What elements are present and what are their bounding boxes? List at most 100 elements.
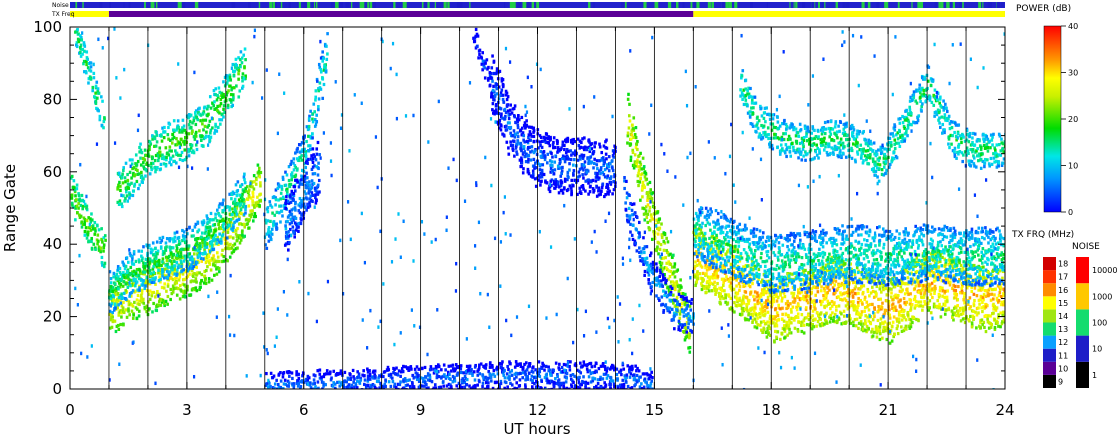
scatter-cell — [500, 79, 504, 83]
scatter-cell — [505, 103, 509, 107]
scatter-cell — [306, 389, 309, 392]
scatter-cell — [646, 203, 650, 207]
scatter-cell — [297, 229, 300, 233]
scatter-cell — [447, 382, 451, 387]
scatter-cell — [603, 160, 606, 164]
scatter-cell — [560, 169, 564, 173]
scatter-cell — [175, 281, 179, 285]
scatter-cell — [207, 280, 211, 284]
scatter-cell — [658, 247, 662, 251]
scatter-cell — [628, 102, 631, 106]
scatter-cell — [294, 202, 297, 206]
scatter-cell — [203, 274, 207, 278]
scatter-cell — [596, 175, 599, 179]
scatter-cell — [212, 254, 215, 258]
scatter-cell — [305, 186, 309, 190]
scatter-cell — [520, 144, 523, 148]
scatter-cell — [116, 292, 120, 296]
scatter-cell — [293, 390, 296, 393]
scatter-cell — [344, 389, 347, 392]
scatter-cell — [187, 154, 191, 158]
scatter-cell — [602, 372, 606, 376]
scatter-cell — [94, 84, 98, 88]
scatter-cell — [274, 394, 277, 397]
scatter-cell — [150, 290, 154, 295]
scatter-cell — [396, 393, 399, 396]
scatter-cell — [312, 373, 316, 377]
scatter-cell — [254, 202, 258, 206]
scatter-cell — [136, 293, 140, 298]
scatter-cell — [638, 234, 641, 238]
scatter-cell — [217, 204, 221, 208]
scatter-cell — [661, 273, 665, 277]
scatter-cell — [611, 364, 615, 368]
scatter-cell — [593, 145, 596, 149]
scatter-cell — [579, 157, 582, 161]
scatter-cell — [509, 125, 513, 130]
scatter-cell — [161, 274, 164, 278]
scatter-cell — [448, 387, 451, 389]
scatter-cell — [143, 158, 147, 162]
scatter-cell — [136, 288, 139, 292]
scatter-cell — [135, 280, 139, 284]
scatter-cell — [208, 218, 212, 222]
scatter-cell — [230, 197, 233, 201]
scatter-cell — [450, 369, 453, 373]
scatter-cell — [581, 173, 584, 177]
scatter-cell — [623, 179, 626, 183]
scatter-cell — [577, 369, 581, 373]
scatter-cell — [398, 390, 401, 393]
scatter-cell — [183, 135, 187, 140]
scatter-cell — [484, 375, 487, 379]
scatter-cell — [629, 372, 633, 376]
scatter-cell — [655, 218, 658, 222]
noise-stripe — [517, 2, 519, 8]
scatter-cell — [213, 100, 216, 104]
scatter-cell — [450, 387, 453, 389]
scatter-cell — [543, 376, 547, 380]
scatter-cell — [634, 378, 638, 382]
scatter-cell — [519, 141, 523, 146]
scatter-cell — [648, 180, 652, 185]
scatter-cell — [527, 154, 531, 158]
scatter-cell — [284, 183, 288, 187]
scatter-cell — [197, 111, 200, 115]
noise-stripe — [272, 2, 276, 8]
scatter-cell — [126, 285, 130, 290]
scatter-cell — [171, 268, 174, 272]
scatter-cell — [523, 383, 527, 387]
scatter-cell — [583, 145, 587, 149]
scatter-cell — [110, 312, 114, 317]
scatter-cell — [696, 277, 700, 281]
scatter-cell — [274, 196, 277, 200]
scatter-cell — [175, 128, 178, 132]
scatter-cell — [127, 300, 131, 304]
scatter-cell — [94, 247, 97, 251]
scatter-cell — [281, 375, 285, 379]
scatter-cell — [573, 140, 577, 144]
scatter-cell — [97, 239, 100, 243]
scatter-cell — [310, 167, 314, 172]
scatter-cell — [527, 172, 531, 176]
scatter-cell — [79, 214, 83, 218]
scatter-cell — [326, 52, 329, 56]
scatter-cell — [561, 143, 565, 147]
scatter-cell — [531, 385, 534, 389]
scatter-cell — [201, 118, 205, 122]
scatter-cell — [544, 136, 548, 140]
scatter-cell — [531, 365, 535, 369]
scatter-cell — [612, 368, 616, 372]
scatter-cell — [566, 187, 570, 192]
scatter-cell — [391, 391, 394, 394]
scatter-cell — [524, 126, 527, 130]
scatter-cell — [232, 191, 236, 196]
scatter-cell — [554, 178, 558, 182]
scatter-cell — [556, 381, 559, 386]
scatter-cell — [611, 154, 615, 158]
scatter-cell — [383, 390, 386, 393]
scatter-cell — [603, 194, 606, 199]
scatter-cell — [142, 161, 145, 165]
noise-stripe — [469, 2, 471, 8]
scatter-cell — [232, 74, 236, 78]
scatter-cell — [675, 312, 678, 316]
